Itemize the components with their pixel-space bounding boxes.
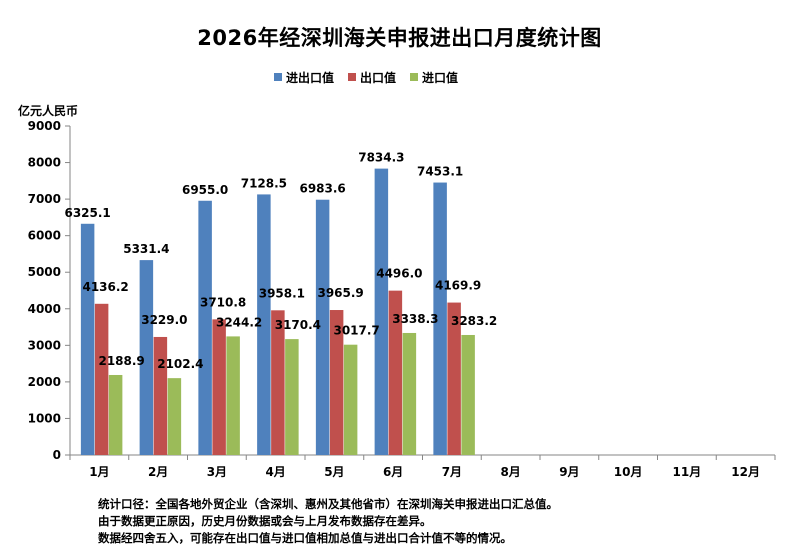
data-label: 6955.0 — [182, 183, 228, 197]
legend-swatch-export — [348, 73, 357, 81]
x-tick-label: 1月 — [89, 465, 109, 479]
data-label: 3170.4 — [275, 318, 321, 332]
bar-total — [315, 199, 330, 455]
x-tick-label: 8月 — [500, 465, 520, 479]
data-label: 4169.9 — [435, 279, 481, 293]
x-tick-label: 6月 — [383, 465, 403, 479]
x-tick-label: 4月 — [265, 465, 285, 479]
bar-export — [271, 310, 285, 455]
x-tick-label: 5月 — [324, 465, 344, 479]
y-tick-label: 5000 — [28, 265, 61, 279]
bar-total — [80, 223, 95, 455]
bar-total — [374, 168, 389, 456]
legend-swatch-import — [410, 73, 419, 81]
y-tick-label: 8000 — [28, 156, 61, 170]
legend-label-import: 进口值 — [422, 70, 459, 85]
bar-import — [108, 374, 123, 455]
data-label: 3965.9 — [317, 286, 363, 300]
data-label: 3710.8 — [200, 295, 246, 309]
y-tick-label: 1000 — [28, 411, 61, 425]
bar-import — [461, 334, 475, 455]
x-tick-label: 3月 — [207, 465, 227, 479]
x-tick-label: 2月 — [148, 465, 168, 479]
chart-title: 2026年经深圳海关申报进出口月度统计图 — [197, 26, 602, 50]
x-tick-label: 7月 — [442, 465, 462, 479]
bar-import — [285, 339, 299, 455]
bar-export — [212, 319, 226, 455]
data-label: 7128.5 — [241, 176, 287, 190]
x-tick-label: 11月 — [673, 465, 702, 479]
data-label: 3283.2 — [451, 314, 497, 328]
bar-import — [226, 336, 240, 455]
y-tick-label: 0 — [53, 448, 61, 462]
bar-export — [153, 336, 168, 455]
y-tick-label: 4000 — [28, 302, 61, 316]
x-tick-label: 12月 — [731, 465, 760, 479]
data-label: 7834.3 — [358, 151, 404, 165]
y-tick-label: 3000 — [28, 338, 61, 352]
data-label: 2102.4 — [157, 357, 203, 371]
data-label: 6983.6 — [299, 182, 345, 196]
data-label: 5331.4 — [123, 242, 169, 256]
y-tick-label: 6000 — [28, 229, 61, 243]
legend-item-import: 进口值 — [410, 69, 458, 86]
bar-total — [198, 200, 212, 455]
note-line-1: 统计口径：全国各地外贸企业（含深圳、惠州及其他省市）在深圳海关申报进出口汇总值。 — [98, 497, 558, 511]
note-line-2: 由于数据更正原因，历史月份数据或会与上月发布数据存在差异。 — [98, 514, 432, 528]
y-tick-label: 9000 — [28, 119, 61, 133]
bar-import — [343, 344, 358, 455]
data-label: 3017.7 — [333, 324, 379, 338]
x-tick-label: 9月 — [559, 465, 579, 479]
legend-item-export: 出口值 — [348, 69, 396, 86]
y-tick-label: 7000 — [28, 192, 61, 206]
legend-label-total: 进出口值 — [286, 70, 335, 85]
data-label: 3229.0 — [141, 313, 187, 327]
data-label: 4136.2 — [82, 280, 128, 294]
bar-export — [329, 310, 344, 455]
legend-item-total: 进出口值 — [274, 69, 334, 86]
chart-notes: 统计口径：全国各地外贸企业（含深圳、惠州及其他省市）在深圳海关申报进出口汇总值。… — [98, 496, 558, 547]
data-label: 2188.9 — [98, 354, 144, 368]
data-label: 4496.0 — [376, 267, 422, 281]
legend-swatch-total — [274, 73, 282, 81]
bar-export — [94, 303, 109, 455]
data-label: 3244.2 — [216, 315, 262, 329]
data-label: 6325.1 — [64, 206, 110, 220]
bar-total — [139, 260, 154, 455]
bar-export — [447, 302, 461, 455]
data-label: 3958.1 — [259, 286, 305, 300]
bar-import — [402, 332, 417, 455]
chart-legend: 进出口值 出口值 进口值 — [274, 68, 458, 86]
note-line-3: 数据经四舍五入，可能存在出口值与进口值相加总值与进出口合计值不等的情况。 — [98, 531, 512, 545]
bar-total — [257, 194, 271, 455]
data-label: 3338.3 — [392, 312, 438, 326]
bar-export — [388, 290, 403, 455]
legend-label-export: 出口值 — [360, 70, 397, 85]
data-label: 7453.1 — [417, 165, 463, 179]
y-axis-unit-label: 亿元人民币 — [18, 104, 79, 118]
bar-import — [167, 378, 182, 455]
bar-total — [433, 182, 447, 455]
x-tick-label: 10月 — [614, 465, 643, 479]
y-tick-label: 2000 — [28, 375, 61, 389]
